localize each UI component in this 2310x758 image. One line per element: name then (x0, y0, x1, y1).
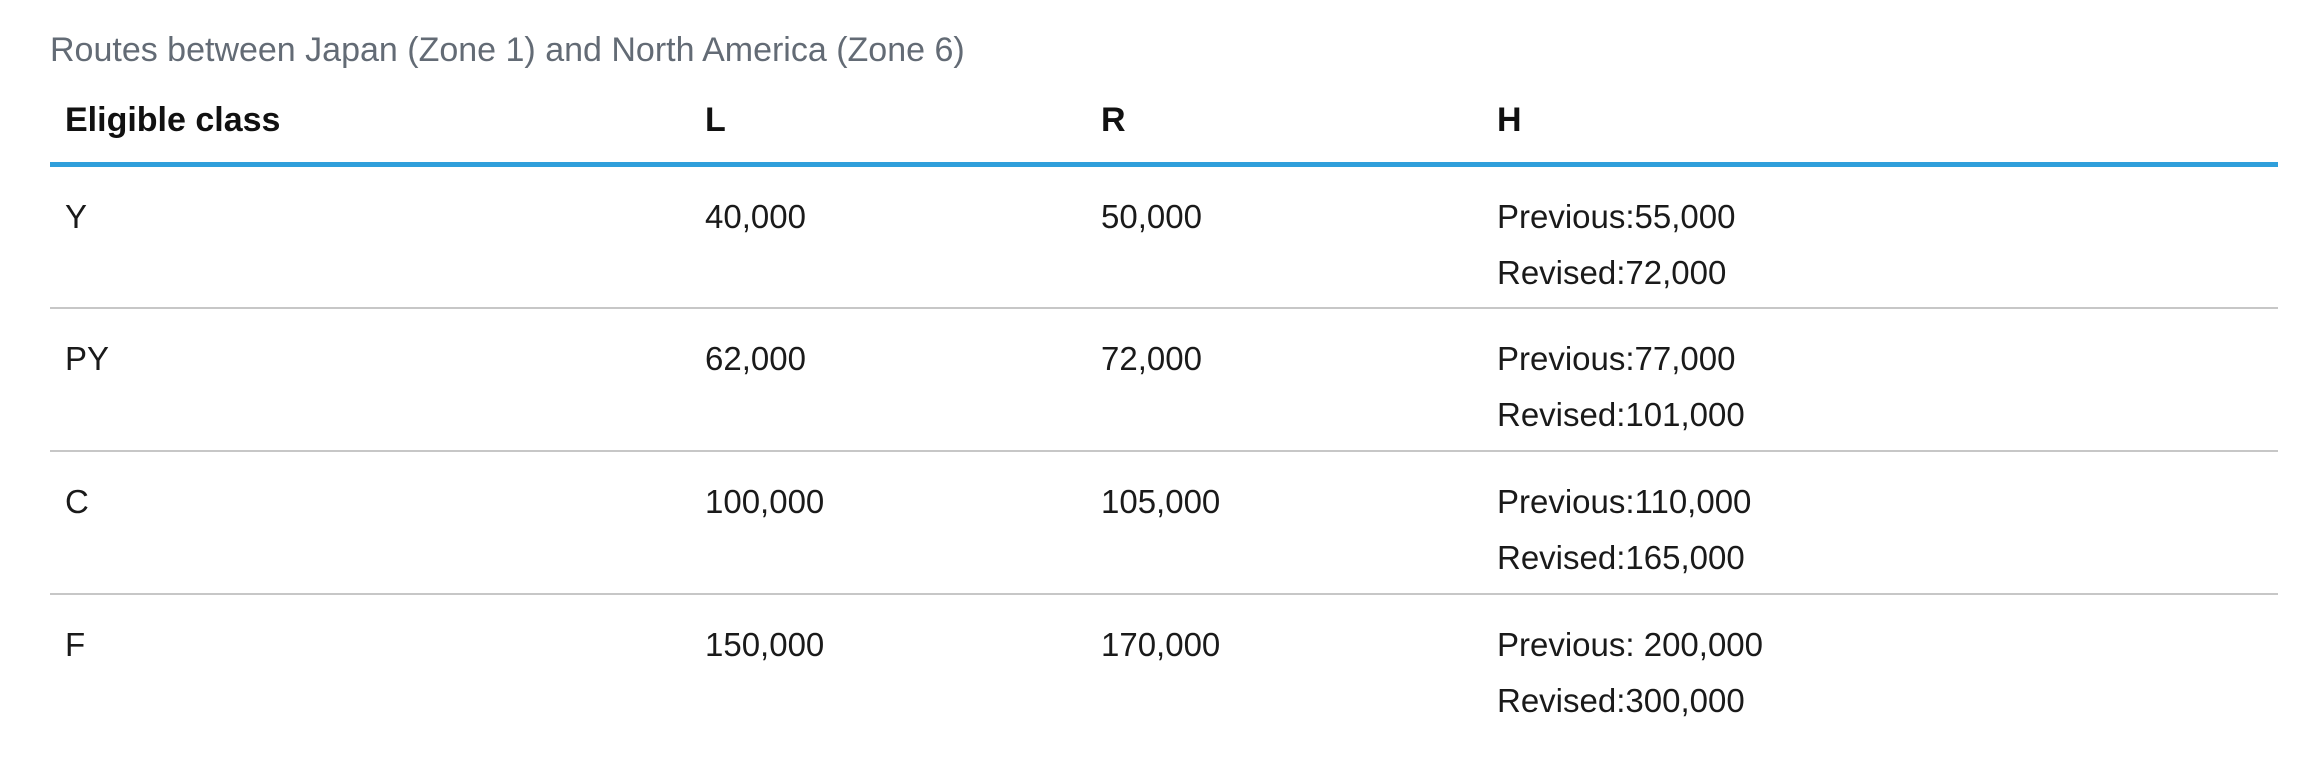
h-revised: Revised:165,000 (1497, 538, 1745, 576)
h-revised: Revised:72,000 (1497, 254, 1727, 291)
cell-h: Previous:110,000 Revised:165,000 (1482, 450, 2278, 595)
table-header-row: Eligible class L R H (50, 92, 2278, 167)
header-h: H (1482, 92, 2278, 167)
cell-l: 100,000 (690, 450, 1086, 595)
cell-r: 105,000 (1086, 450, 1482, 595)
cell-class: C (50, 450, 690, 595)
h-previous: Previous:110,000 (1497, 482, 1752, 520)
header-r: R (1086, 92, 1482, 167)
cell-l: 62,000 (690, 307, 1086, 452)
cell-l: 150,000 (705, 625, 825, 663)
cell-r: 170,000 (1101, 625, 1221, 663)
h-revised: Revised:101,000 (1497, 395, 1745, 433)
cell-h: Previous:55,000 Revised:72,000 (1482, 164, 2278, 309)
table-row: F 150,000 170,000 Previous: 200,000 Revi… (50, 594, 2278, 737)
header-eligible-class: Eligible class (50, 92, 690, 167)
award-table: Eligible class L R H Y 40,000 50,000 Pre… (50, 92, 2278, 737)
cell-class: PY (50, 307, 690, 452)
cell-h: Previous:77,000 Revised:101,000 (1482, 307, 2278, 452)
cell-h: Previous: 200,000 Revised:300,000 (1482, 594, 2278, 737)
h-previous: Previous:55,000 (1497, 198, 1736, 235)
cell-class: F (65, 625, 86, 663)
table-row: PY 62,000 72,000 Previous:77,000 Revised… (50, 307, 2278, 452)
h-previous: Previous:77,000 (1497, 339, 1736, 377)
cell-r: 50,000 (1086, 164, 1482, 309)
header-l: L (690, 92, 1086, 167)
table-row: C 100,000 105,000 Previous:110,000 Revis… (50, 450, 2278, 595)
cell-r: 72,000 (1086, 307, 1482, 452)
table-row: Y 40,000 50,000 Previous:55,000 Revised:… (50, 164, 2278, 309)
table-caption: Routes between Japan (Zone 1) and North … (50, 31, 965, 69)
cell-l: 40,000 (690, 164, 1086, 309)
h-revised: Revised:300,000 (1497, 681, 1745, 719)
cell-class: Y (50, 164, 690, 309)
h-previous: Previous: 200,000 (1497, 625, 1764, 663)
